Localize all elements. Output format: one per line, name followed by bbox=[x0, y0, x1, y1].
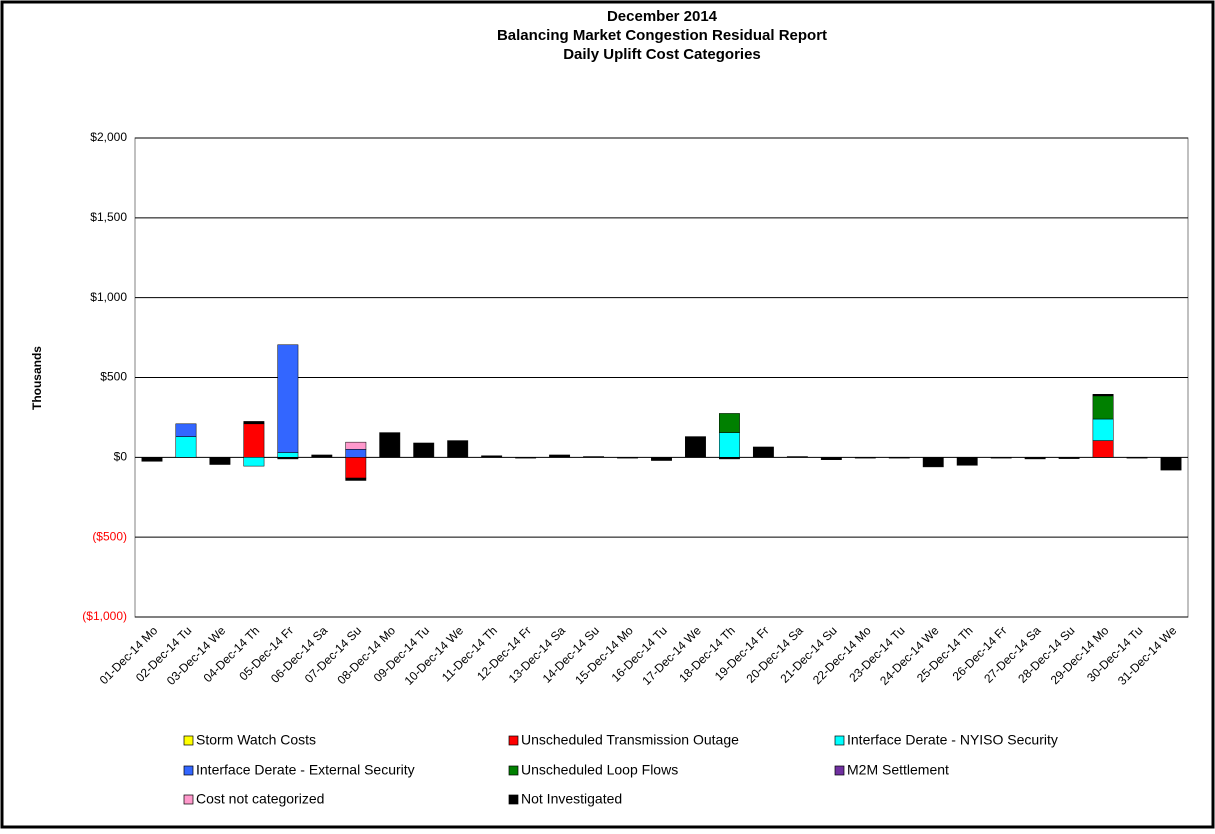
bar-segment bbox=[1092, 394, 1114, 397]
bar-segment bbox=[1160, 457, 1182, 471]
legend-label: Interface Derate - NYISO Security bbox=[847, 732, 1058, 748]
bar-segment bbox=[888, 457, 910, 459]
legend-swatch bbox=[508, 735, 519, 746]
bar-segment bbox=[1126, 457, 1148, 459]
bar-segment bbox=[718, 413, 740, 433]
legend-swatch bbox=[183, 765, 194, 776]
bar-segment bbox=[1024, 457, 1046, 460]
bar-segment bbox=[1058, 457, 1080, 459]
bar-segment bbox=[752, 446, 774, 458]
bar-segment bbox=[311, 454, 333, 458]
legend-label: Storm Watch Costs bbox=[196, 732, 316, 748]
bar-segment bbox=[243, 457, 265, 467]
bar-segment bbox=[990, 457, 1012, 459]
bar-segment bbox=[1092, 440, 1114, 458]
bar-segment bbox=[175, 436, 197, 458]
y-tick-label: $1,000 bbox=[90, 290, 127, 304]
bar-segment bbox=[379, 432, 401, 458]
bar-segment bbox=[447, 440, 469, 458]
bar-segment bbox=[956, 457, 978, 466]
bar-segment bbox=[209, 457, 231, 465]
legend-swatch bbox=[508, 765, 519, 776]
y-tick-label: $500 bbox=[100, 370, 127, 384]
bar-segment bbox=[583, 456, 605, 458]
legend-label: Unscheduled Transmission Outage bbox=[521, 732, 739, 748]
legend-label: M2M Settlement bbox=[847, 762, 949, 778]
bar-segment bbox=[243, 423, 265, 458]
y-tick-label: $1,500 bbox=[90, 210, 127, 224]
bar-segment bbox=[345, 441, 367, 450]
legend-label: Interface Derate - External Security bbox=[196, 762, 415, 778]
bar-segment bbox=[685, 436, 706, 458]
bar-segment bbox=[1092, 418, 1114, 441]
y-tick-label: ($1,000) bbox=[82, 609, 127, 623]
bar-segment bbox=[786, 456, 808, 458]
bar-segment bbox=[922, 457, 944, 468]
legend-swatch bbox=[508, 794, 519, 805]
bar-segment bbox=[549, 454, 571, 458]
bar-segment bbox=[345, 449, 367, 458]
bar-segment bbox=[854, 457, 876, 459]
bar-segment bbox=[345, 457, 367, 479]
y-tick-label: ($500) bbox=[92, 529, 127, 543]
y-axis-title: Thousands bbox=[30, 346, 44, 410]
bar-segment bbox=[243, 421, 265, 425]
bar-segment bbox=[277, 344, 299, 453]
y-tick-label: $2,000 bbox=[90, 130, 127, 144]
bar-segment bbox=[175, 423, 197, 437]
chart-title: Daily Uplift Cost Categories bbox=[563, 46, 761, 63]
legend-swatch bbox=[834, 765, 845, 776]
bar-segment bbox=[413, 442, 435, 458]
chart-title: December 2014 bbox=[607, 8, 718, 25]
bar-segment bbox=[345, 477, 367, 481]
legend-label: Unscheduled Loop Flows bbox=[521, 762, 678, 778]
bar-segment bbox=[277, 452, 299, 458]
bar-segment bbox=[277, 457, 299, 460]
bar-segment bbox=[515, 457, 537, 459]
bar-segment bbox=[617, 457, 638, 459]
chart-title: Balancing Market Congestion Residual Rep… bbox=[497, 27, 827, 44]
bar-segment bbox=[718, 432, 740, 458]
legend-swatch bbox=[183, 735, 194, 746]
bar-segment bbox=[718, 457, 740, 460]
legend-swatch bbox=[183, 794, 194, 805]
y-tick-label: $0 bbox=[114, 450, 128, 464]
bar-segment bbox=[651, 457, 672, 461]
bar-segment bbox=[481, 455, 503, 458]
bar-segment bbox=[141, 457, 163, 462]
bar-segment bbox=[820, 457, 842, 460]
bar-segment bbox=[1092, 395, 1114, 420]
legend-label: Cost not categorized bbox=[196, 791, 324, 807]
legend-label: Not Investigated bbox=[521, 791, 622, 807]
legend-swatch bbox=[834, 735, 845, 746]
